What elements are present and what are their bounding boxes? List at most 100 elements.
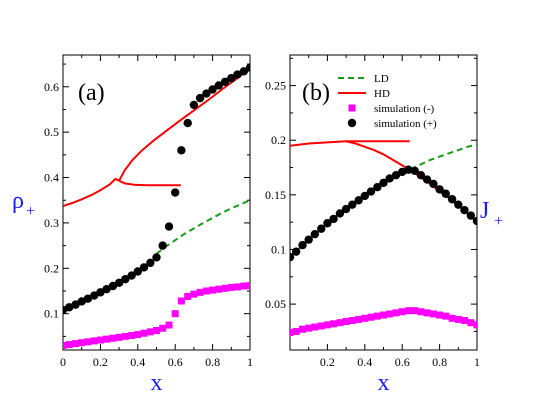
series-line-ld bbox=[155, 199, 250, 255]
data-point-sim-minus bbox=[153, 326, 160, 334]
y-tick-label: 0.05 bbox=[265, 297, 286, 311]
legend-swatch-sim-plus bbox=[347, 118, 357, 128]
data-point-sim-minus bbox=[246, 282, 250, 290]
series-line-hd bbox=[118, 67, 250, 182]
data-point-sim-plus bbox=[189, 100, 199, 110]
data-point-sim-plus bbox=[310, 229, 320, 239]
data-point-sim-plus bbox=[108, 281, 118, 291]
data-point-sim-minus bbox=[184, 292, 192, 300]
data-point-sim-plus bbox=[127, 271, 136, 280]
data-point-sim-plus bbox=[298, 240, 307, 250]
data-point-sim-plus bbox=[195, 93, 205, 103]
data-point-sim-plus bbox=[239, 67, 249, 76]
x-tick-label: 0.6 bbox=[168, 355, 183, 369]
panel-label: (b) bbox=[302, 80, 330, 106]
data-point-sim-plus bbox=[391, 170, 401, 180]
data-point-sim-plus bbox=[71, 300, 80, 309]
data-point-sim-minus bbox=[436, 311, 444, 319]
x-tick-label: 0.4 bbox=[357, 355, 372, 369]
y-tick-label: 0.25 bbox=[265, 79, 286, 93]
panel-b-chart: 0.2 0.4 0.6 0.8 1 0.05 0.1 0.15 0.2 0.25 (b) x J + LD H… bbox=[265, 54, 503, 396]
data-point-sim-plus bbox=[177, 146, 186, 155]
data-point-sim-minus bbox=[233, 283, 241, 291]
data-point-sim-minus bbox=[417, 308, 425, 316]
data-point-sim-plus bbox=[379, 178, 388, 188]
data-point-sim-minus bbox=[336, 319, 344, 327]
data-point-sim-minus bbox=[299, 325, 307, 333]
data-point-sim-minus bbox=[209, 286, 217, 294]
y-tick-label: 0.6 bbox=[44, 80, 59, 94]
data-point-sim-minus bbox=[159, 324, 167, 332]
data-point-sim-plus bbox=[152, 253, 161, 262]
data-point-sim-plus bbox=[220, 77, 230, 86]
data-point-sim-plus bbox=[133, 267, 142, 276]
data-point-sim-minus bbox=[84, 338, 92, 346]
data-point-sim-minus bbox=[290, 329, 294, 337]
x-tick-label: 0.8 bbox=[432, 355, 447, 369]
data-point-sim-minus bbox=[342, 318, 350, 326]
data-point-sim-minus bbox=[305, 324, 313, 332]
data-point-sim-minus bbox=[330, 320, 338, 328]
x-tick-label: 0.6 bbox=[395, 355, 410, 369]
y-tick-label: 0.2 bbox=[44, 261, 59, 275]
data-point-sim-minus bbox=[65, 341, 73, 349]
data-point-sim-minus bbox=[165, 321, 173, 329]
data-point-sim-plus bbox=[422, 175, 432, 184]
data-point-sim-plus bbox=[233, 70, 242, 79]
x-tick-label: 0.4 bbox=[130, 355, 145, 369]
data-point-sim-plus bbox=[317, 224, 326, 233]
panel-label: (a) bbox=[78, 80, 105, 106]
data-point-sim-minus bbox=[240, 282, 248, 290]
data-point-sim-minus bbox=[323, 321, 331, 329]
y-tick-label: 0.15 bbox=[265, 188, 286, 202]
data-point-sim-minus bbox=[109, 334, 117, 342]
data-point-sim-plus bbox=[466, 211, 476, 220]
data-point-sim-minus bbox=[115, 333, 123, 341]
x-tick-label: 0.2 bbox=[320, 355, 335, 369]
data-point-sim-plus bbox=[158, 241, 167, 250]
series-group bbox=[63, 63, 250, 349]
data-point-sim-plus bbox=[366, 187, 376, 196]
data-point-sim-plus bbox=[183, 118, 192, 128]
data-point-sim-minus bbox=[460, 317, 468, 324]
data-point-sim-minus bbox=[380, 311, 387, 319]
data-point-sim-minus bbox=[367, 313, 375, 321]
data-point-sim-minus bbox=[140, 329, 148, 337]
y-tick-label: 0.1 bbox=[271, 242, 286, 256]
series-line-hd bbox=[345, 140, 477, 223]
data-point-sim-plus bbox=[245, 63, 250, 72]
data-point-sim-plus bbox=[429, 179, 438, 189]
x-tick-label: 0.8 bbox=[205, 355, 220, 369]
data-point-sim-minus bbox=[63, 341, 67, 349]
legend-swatch-sim-minus bbox=[348, 104, 356, 112]
y-tick-label: 0.4 bbox=[44, 171, 59, 185]
data-point-sim-plus bbox=[64, 303, 74, 312]
data-point-sim-minus bbox=[404, 307, 412, 315]
legend-label: HD bbox=[374, 88, 390, 100]
data-point-sim-plus bbox=[102, 284, 111, 294]
legend-label: LD bbox=[374, 73, 389, 85]
data-point-sim-plus bbox=[329, 214, 338, 224]
data-point-sim-minus bbox=[355, 315, 363, 323]
data-point-sim-minus bbox=[215, 285, 223, 293]
data-point-sim-minus bbox=[227, 283, 235, 291]
data-point-sim-minus bbox=[448, 314, 456, 322]
data-point-sim-minus bbox=[411, 307, 419, 315]
data-point-sim-plus bbox=[304, 235, 313, 244]
series-line-hd bbox=[63, 177, 181, 208]
data-point-sim-plus bbox=[121, 275, 130, 284]
x-axis-label: x bbox=[378, 370, 390, 396]
y-axis-label-subscript: + bbox=[26, 203, 35, 220]
data-point-sim-plus bbox=[454, 200, 463, 209]
x-tick-label: 1 bbox=[474, 355, 480, 369]
data-point-sim-minus bbox=[317, 322, 325, 330]
legend-label: simulation (+) bbox=[374, 118, 437, 130]
data-point-sim-minus bbox=[429, 310, 437, 318]
data-point-sim-plus bbox=[435, 185, 444, 194]
data-point-sim-minus bbox=[386, 310, 394, 318]
data-point-sim-plus bbox=[360, 191, 369, 201]
data-point-sim-plus bbox=[202, 89, 211, 98]
data-point-sim-minus bbox=[146, 328, 154, 336]
data-point-sim-minus bbox=[473, 321, 477, 329]
y-tick-label: 0.1 bbox=[44, 307, 59, 321]
